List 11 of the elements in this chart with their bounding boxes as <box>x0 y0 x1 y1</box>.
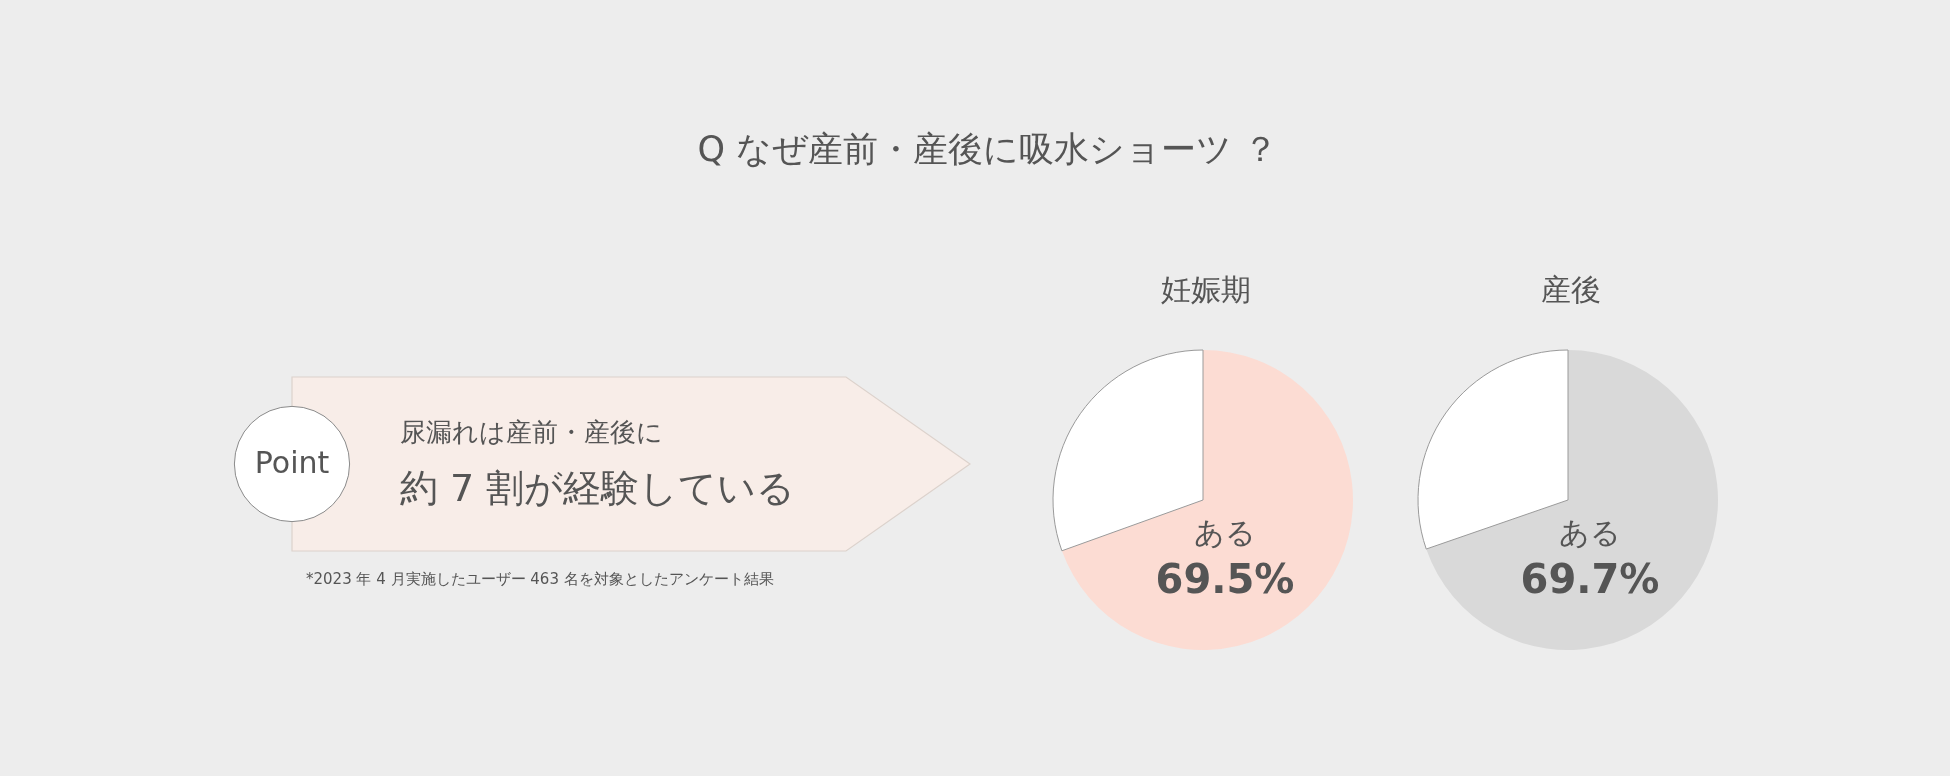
text: 尿漏れは産前・産後に <box>400 417 663 447</box>
chart-title: 産後 <box>1541 272 1601 307</box>
slice-label: ある <box>1559 515 1621 550</box>
text: *2023 年 4 月実施したユーザー 463 名を対象としたアンケート結果 <box>306 570 774 588</box>
text: Q なぜ産前・産後に吸水ショーツ ？ <box>697 129 1279 169</box>
data-label: 69.5% <box>1155 556 1295 602</box>
text: 約 7 割が経験している <box>400 466 796 510</box>
slice-label: ある <box>1194 515 1256 550</box>
chart-title: 妊娠期 <box>1161 272 1251 307</box>
text: Point <box>254 445 330 480</box>
data-label: 69.7% <box>1520 556 1660 602</box>
